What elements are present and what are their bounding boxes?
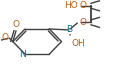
Text: B: B (66, 25, 72, 34)
Text: N: N (20, 50, 26, 59)
Text: O: O (79, 1, 86, 10)
Text: O: O (79, 18, 86, 27)
Text: O: O (12, 20, 19, 29)
Text: OH: OH (72, 39, 85, 48)
Text: HO: HO (64, 1, 78, 10)
Text: O: O (2, 33, 9, 42)
